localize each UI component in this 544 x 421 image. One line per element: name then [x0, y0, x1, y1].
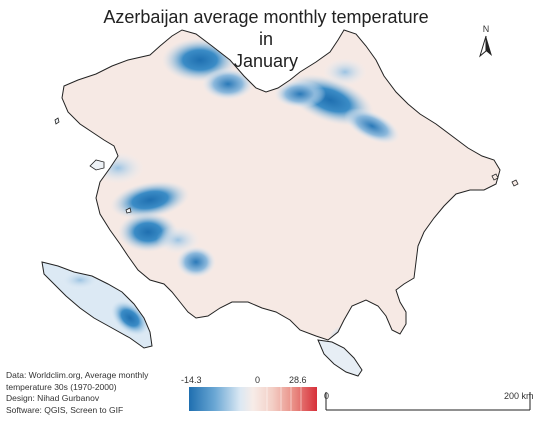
- credits-software: Software: QGIS, Screen to GIF: [6, 404, 124, 415]
- credits: Data: Worldclim.org, Average monthly tem…: [6, 370, 181, 416]
- legend-min-label: -14.3: [181, 375, 202, 385]
- map-title-line2: January: [233, 51, 299, 71]
- north-arrow-icon: [479, 35, 492, 58]
- north-arrow: N: [474, 24, 498, 60]
- legend-max-label: 28.6: [289, 375, 307, 385]
- scale-end-label: 200 km: [504, 391, 534, 401]
- scale-bar: [322, 392, 534, 412]
- small-islands: [54, 117, 519, 214]
- map-title: Azerbaijan average monthly temperature i…: [96, 6, 436, 72]
- north-label: N: [482, 24, 490, 34]
- map-title-line1: Azerbaijan average monthly temperature i…: [103, 7, 429, 49]
- legend-color-ramp: [189, 387, 317, 411]
- southern-tip: [317, 339, 363, 377]
- scale-start-label: 0: [324, 391, 330, 401]
- main-territory: [61, 29, 501, 341]
- credits-data-source: Data: Worldclim.org, Average monthly: [6, 370, 149, 380]
- credits-design: Design: Nihad Gurbanov: [6, 393, 100, 403]
- legend-mid-label: 0: [255, 375, 261, 385]
- credits-data-detail: temperature 30s (1970-2000): [6, 381, 117, 392]
- nakhchivan-exclave: [41, 261, 153, 349]
